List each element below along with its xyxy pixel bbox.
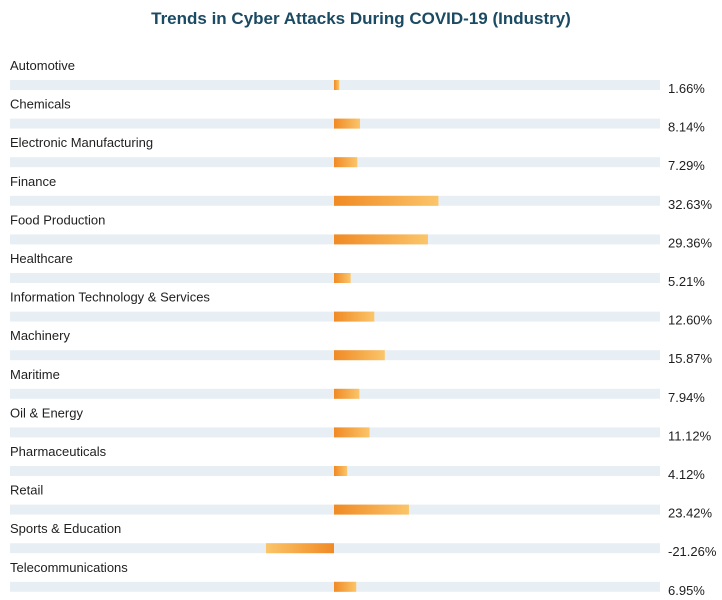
bar-row: Sports & Education -21.26%	[10, 521, 717, 559]
category-label: Healthcare	[10, 251, 73, 266]
value-label: 11.12%	[668, 428, 712, 443]
value-label: 7.94%	[668, 390, 705, 405]
bar	[334, 350, 385, 361]
category-label: Pharmaceuticals	[10, 444, 107, 459]
category-label: Food Production	[10, 212, 105, 227]
bar-row: Finance 32.63%	[10, 174, 713, 212]
bar-row: Chemicals 8.14%	[10, 97, 705, 135]
chart-title: Trends in Cyber Attacks During COVID-19 …	[151, 9, 571, 28]
category-label: Finance	[10, 174, 56, 189]
bar	[334, 195, 439, 206]
bar	[334, 273, 351, 283]
value-label: 29.36%	[668, 235, 713, 250]
value-label: -21.26%	[668, 544, 717, 559]
category-label: Information Technology & Services	[10, 290, 210, 305]
bar-row: Automotive 1.66%	[10, 58, 705, 96]
bar-row: Telecommunications 6.95%	[10, 560, 705, 598]
bar-row: Oil & Energy 11.12%	[10, 405, 712, 443]
category-label: Telecommunications	[10, 560, 128, 575]
category-label: Retail	[10, 483, 43, 498]
bar-track	[10, 543, 660, 554]
bar	[334, 80, 340, 90]
bar-row: Retail 23.42%	[10, 483, 713, 521]
bar	[334, 504, 409, 515]
category-label: Sports & Education	[10, 521, 121, 536]
bar-row: Healthcare 5.21%	[10, 251, 705, 289]
bar	[334, 234, 428, 245]
value-label: 12.60%	[668, 313, 713, 328]
category-label: Machinery	[10, 328, 70, 343]
value-label: 5.21%	[668, 274, 705, 289]
bar	[334, 118, 361, 129]
category-label: Electronic Manufacturing	[10, 135, 153, 150]
bar	[334, 157, 358, 168]
bar-row: Electronic Manufacturing 7.29%	[10, 135, 705, 173]
bar	[334, 466, 348, 476]
category-label: Oil & Energy	[10, 405, 83, 420]
value-label: 1.66%	[668, 81, 705, 96]
value-label: 23.42%	[668, 506, 713, 521]
bar-row: Maritime 7.94%	[10, 367, 705, 405]
value-label: 15.87%	[668, 351, 713, 366]
value-label: 4.12%	[668, 467, 705, 482]
bar	[334, 427, 370, 438]
bar-row: Food Production 29.36%	[10, 212, 713, 250]
bar	[265, 543, 334, 554]
bar-row: Information Technology & Services 12.60%	[10, 290, 713, 328]
category-label: Maritime	[10, 367, 60, 382]
category-label: Chemicals	[10, 97, 71, 112]
bar-row: Pharmaceuticals 4.12%	[10, 444, 705, 482]
value-label: 6.95%	[668, 583, 705, 598]
value-label: 32.63%	[668, 197, 713, 212]
bar	[334, 311, 375, 322]
bar	[334, 388, 360, 399]
bar-row: Machinery 15.87%	[10, 328, 713, 366]
value-label: 7.29%	[668, 158, 705, 173]
category-label: Automotive	[10, 58, 75, 73]
bar	[334, 581, 357, 592]
value-label: 8.14%	[668, 120, 705, 135]
